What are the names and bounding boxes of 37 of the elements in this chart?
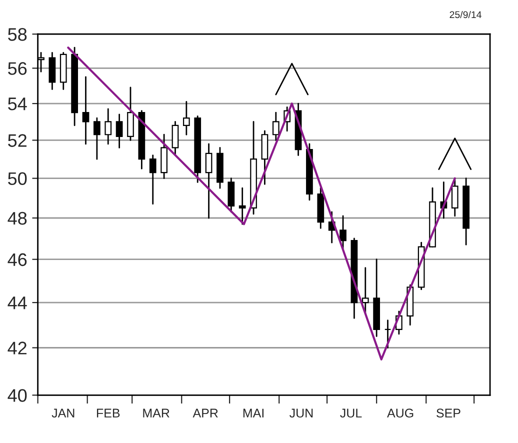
x-tick-label: SEP (436, 408, 460, 418)
candlestick (451, 178, 458, 217)
candlestick (384, 320, 392, 348)
candlestick (228, 178, 235, 213)
candlestick (182, 101, 190, 136)
candlestick (82, 76, 90, 145)
y-tick-label: 54 (8, 98, 27, 110)
y-tick-label: 56 (8, 62, 27, 75)
y-tick-label: 40 (8, 389, 27, 402)
y-tick-label: 46 (8, 253, 27, 266)
x-tick-label: MAI (243, 408, 264, 418)
y-tick-label: 44 (8, 296, 27, 310)
candlestick (104, 108, 112, 145)
x-tick-label: APR (192, 408, 218, 418)
x-tick-label: FEB (96, 408, 120, 418)
y-tick-label: 42 (8, 342, 26, 354)
y-tick-label: 52 (8, 134, 26, 147)
y-tick-label: 50 (8, 172, 27, 186)
candlestick (149, 154, 156, 205)
x-tick-label: AUG (387, 408, 414, 418)
x-tick-label: JUN (290, 408, 313, 418)
candlestick (94, 117, 100, 160)
x-tick-label: JAN (52, 408, 74, 418)
x-tick-label: JUL (340, 408, 362, 418)
candlestick (340, 215, 346, 250)
x-tick-label: MAR (143, 408, 170, 418)
candlestick (205, 143, 212, 219)
candlestick (272, 112, 280, 141)
text: 25/9/14 (450, 10, 482, 18)
line-series (67, 46, 456, 360)
candlestick (238, 187, 246, 225)
candlestick (127, 86, 134, 141)
candlestick (116, 114, 123, 148)
candlestick (362, 267, 369, 314)
candlestick (172, 121, 179, 156)
y-tick-label: 48 (8, 212, 27, 225)
y-tick-label: 58 (8, 28, 27, 41)
